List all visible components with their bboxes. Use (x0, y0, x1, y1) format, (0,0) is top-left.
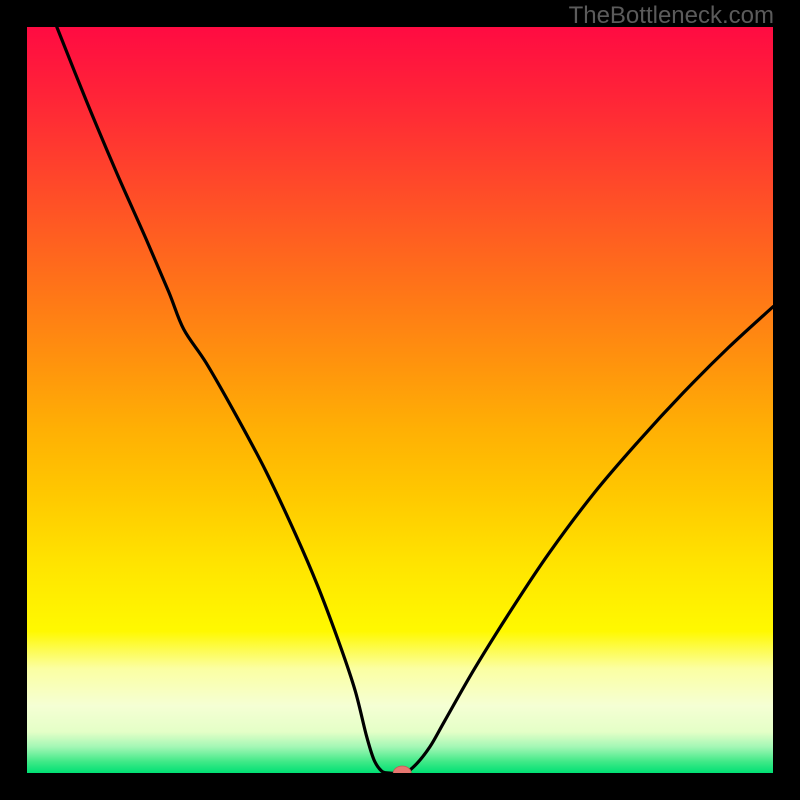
attribution-watermark: TheBottleneck.com (569, 2, 774, 30)
plot-area (27, 27, 773, 773)
gradient-background (27, 27, 773, 773)
chart-frame: TheBottleneck.com (0, 0, 800, 800)
bottleneck-chart (27, 27, 773, 773)
